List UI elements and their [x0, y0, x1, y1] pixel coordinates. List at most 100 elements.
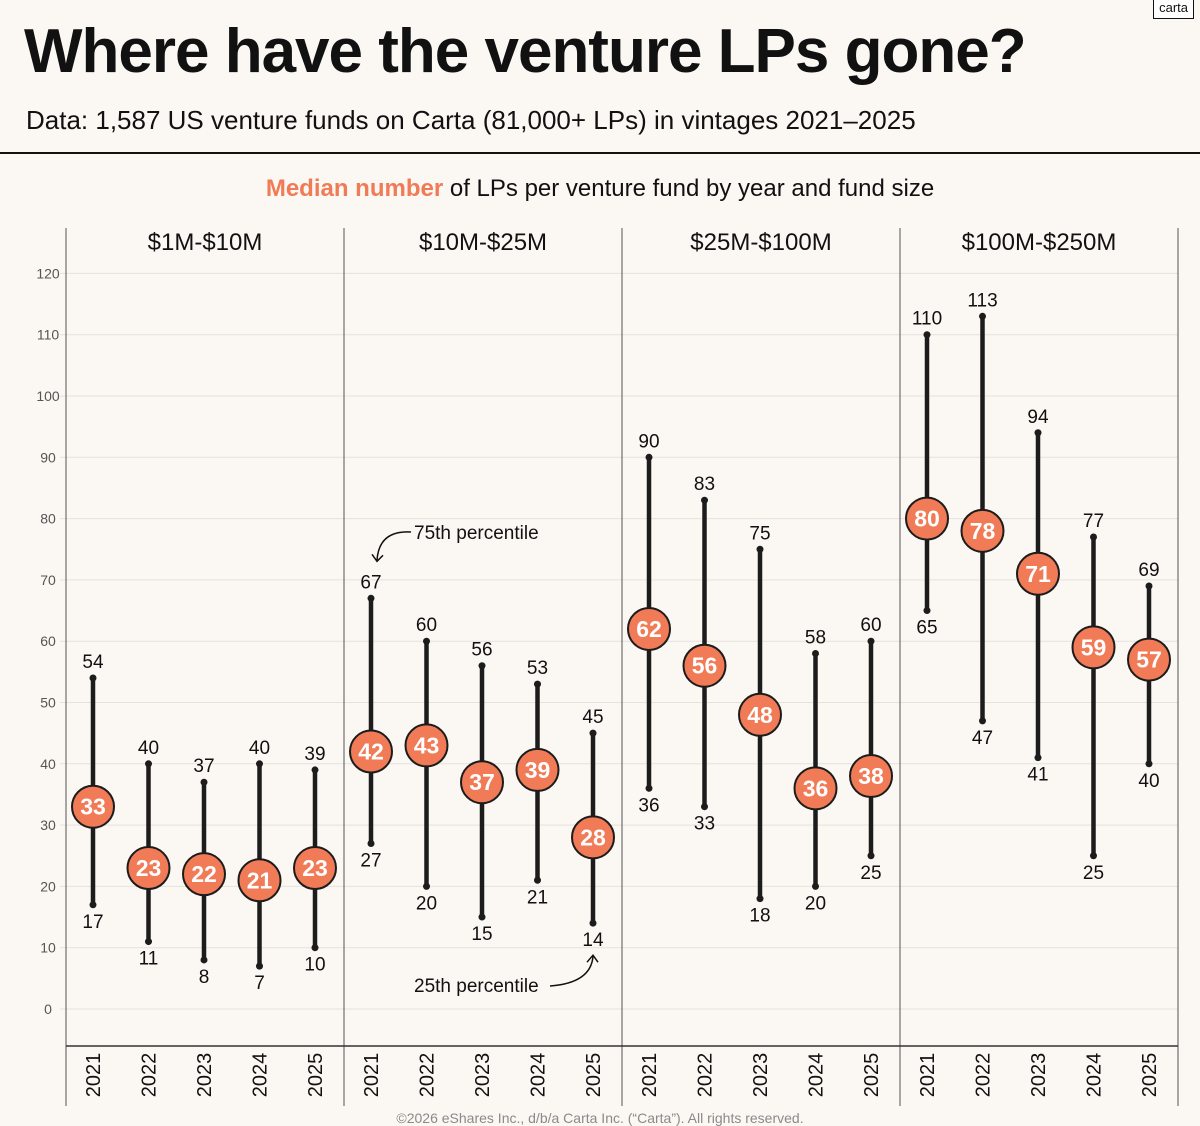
p25-label: 7	[254, 973, 265, 994]
p75-label: 69	[1138, 560, 1159, 581]
year-tick-label: 2022	[695, 1053, 717, 1098]
median-label: 48	[747, 702, 773, 728]
p75-endpoint	[145, 760, 152, 768]
p25-label: 47	[972, 728, 993, 749]
p75-endpoint	[812, 649, 819, 657]
p25-endpoint	[200, 956, 208, 964]
p25-endpoint	[867, 852, 875, 860]
p75-endpoint	[311, 766, 319, 774]
year-tick-label: 2024	[250, 1053, 272, 1098]
median-marker	[1071, 625, 1116, 670]
p25-endpoint	[423, 882, 430, 890]
p75-label: 40	[249, 738, 270, 759]
median-marker	[905, 496, 949, 541]
p25-label: 17	[82, 912, 103, 933]
annotation-75th-percentile: 75th percentile	[414, 523, 539, 544]
annotation-arrowhead-75th	[371, 553, 384, 563]
chart-heading-highlight: Median number	[265, 175, 444, 202]
p75-label: 94	[1027, 407, 1049, 428]
p25-endpoint	[1090, 852, 1097, 860]
year-tick-label: 2021	[83, 1053, 105, 1098]
year-tick-label: 2023	[472, 1053, 494, 1098]
p25-label: 25	[1083, 863, 1104, 884]
p25-endpoint	[589, 919, 597, 927]
p25-label: 8	[199, 967, 210, 988]
median-label: 62	[636, 616, 662, 642]
p25-label: 15	[471, 924, 492, 945]
p75-endpoint	[1090, 533, 1097, 541]
page-title: Where have the venture LPs gone?	[24, 17, 1027, 86]
year-tick-label: 2023	[750, 1053, 772, 1098]
p25-label: 18	[749, 906, 770, 927]
p25-endpoint	[534, 876, 541, 884]
median-marker	[571, 815, 615, 860]
median-marker	[682, 643, 727, 688]
year-tick-label: 2023	[194, 1053, 216, 1098]
median-marker	[237, 858, 282, 903]
p25-endpoint	[256, 962, 263, 970]
p25-label: 36	[638, 795, 659, 816]
p25-endpoint	[89, 901, 97, 909]
page-subtitle: Data: 1,587 US venture funds on Carta (8…	[26, 105, 916, 135]
median-marker	[71, 784, 115, 829]
p25-label: 20	[416, 893, 437, 914]
p25-endpoint	[145, 938, 152, 946]
year-tick-label: 2022	[417, 1053, 439, 1098]
chart-heading-rest: of LPs per venture fund by year and fund…	[449, 175, 935, 202]
p75-endpoint	[256, 760, 263, 768]
panel-title: $100M-$250M	[962, 229, 1117, 256]
p75-endpoint	[923, 331, 931, 339]
median-label: 56	[692, 653, 718, 679]
median-marker	[460, 760, 504, 805]
median-marker	[627, 606, 671, 651]
median-label: 39	[525, 757, 551, 783]
year-tick-label: 2021	[361, 1053, 383, 1098]
p25-label: 25	[860, 863, 881, 884]
y-tick-label: 80	[40, 511, 56, 527]
median-label: 21	[247, 867, 273, 893]
p75-label: 77	[1083, 511, 1104, 532]
year-tick-label: 2022	[139, 1053, 161, 1098]
median-marker	[404, 723, 449, 768]
panel-title: $25M-$100M	[690, 229, 831, 256]
p75-endpoint	[423, 637, 430, 645]
p75-endpoint	[979, 312, 986, 320]
p75-endpoint	[478, 662, 486, 670]
median-marker	[182, 852, 226, 897]
p75-label: 83	[694, 474, 715, 495]
p75-label: 56	[471, 640, 492, 661]
p75-endpoint	[645, 453, 653, 461]
p75-label: 90	[638, 431, 659, 452]
p75-label: 60	[860, 615, 881, 636]
header-divider	[0, 152, 1200, 154]
y-tick-label: 60	[40, 633, 56, 649]
p75-label: 58	[805, 627, 826, 648]
p75-label: 39	[304, 744, 325, 765]
p25-label: 20	[805, 893, 826, 914]
p75-endpoint	[534, 680, 541, 688]
median-label: 37	[469, 769, 495, 795]
year-tick-label: 2021	[917, 1053, 939, 1098]
p75-label: 113	[967, 290, 997, 311]
median-label: 28	[580, 824, 606, 850]
p75-endpoint	[89, 674, 97, 682]
year-tick-label: 2025	[861, 1053, 883, 1098]
median-label: 36	[803, 775, 829, 801]
chart-heading: Median number of LPs per venture fund by…	[0, 172, 1200, 206]
median-marker	[793, 766, 838, 811]
median-marker	[349, 729, 393, 774]
p75-label: 67	[360, 572, 381, 593]
year-tick-label: 2024	[528, 1053, 550, 1098]
p25-label: 40	[1138, 771, 1159, 792]
p75-endpoint	[589, 729, 597, 737]
y-tick-label: 110	[37, 327, 60, 343]
panel-title: $1M-$10M	[148, 229, 263, 256]
year-tick-label: 2022	[973, 1053, 995, 1098]
y-tick-label: 30	[40, 817, 56, 833]
year-tick-label: 2025	[1139, 1053, 1161, 1098]
p25-endpoint	[923, 607, 931, 615]
median-label: 71	[1025, 561, 1051, 587]
p25-label: 11	[139, 949, 159, 970]
p25-endpoint	[311, 944, 319, 952]
